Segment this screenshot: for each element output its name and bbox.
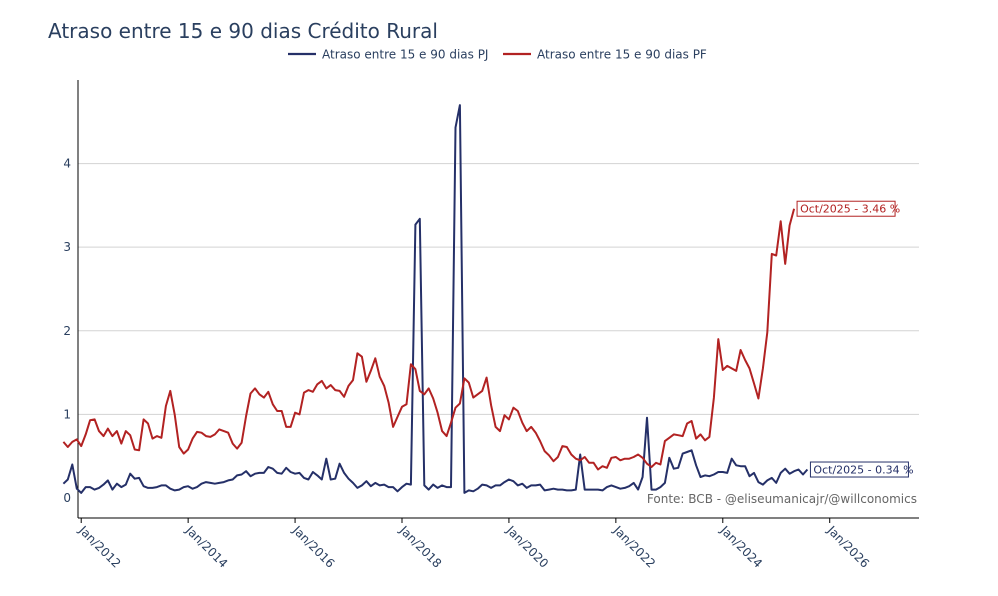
y-tick-label: 0 — [63, 491, 71, 505]
series-line-pf — [62, 208, 796, 471]
legend-item-pf[interactable]: Atraso entre 15 e 90 dias PF — [503, 48, 707, 62]
source-note: Fonte: BCB - @eliseumanicajr/@willconomi… — [647, 492, 917, 506]
grid — [78, 163, 919, 415]
legend-label-pf: Atraso entre 15 e 90 dias PF — [537, 48, 707, 62]
series-line-pj — [62, 104, 809, 494]
series-layer — [62, 104, 809, 494]
y-tick-label: 2 — [63, 324, 71, 338]
end-labels: Oct/2025 - 0.34 % Oct/2025 - 3.46 % — [796, 200, 914, 478]
end-label-box-pj — [809, 461, 909, 478]
y-tick-label: 1 — [63, 407, 71, 421]
end-label-pj: Oct/2025 - 0.34 % — [813, 464, 913, 477]
end-label-box-pf — [796, 200, 896, 217]
legend[interactable]: Atraso entre 15 e 90 dias PJ Atraso entr… — [288, 48, 707, 62]
y-axis-ticks: 0 1 2 3 4 — [63, 157, 71, 505]
legend-item-pj[interactable]: Atraso entre 15 e 90 dias PJ — [288, 48, 488, 62]
legend-label-pj: Atraso entre 15 e 90 dias PJ — [322, 48, 488, 62]
end-label-pf: Oct/2025 - 3.46 % — [800, 203, 900, 216]
chart-title: Atraso entre 15 e 90 dias Crédito Rural — [48, 19, 438, 43]
y-tick-label: 3 — [63, 240, 71, 254]
y-tick-label: 4 — [63, 157, 71, 171]
